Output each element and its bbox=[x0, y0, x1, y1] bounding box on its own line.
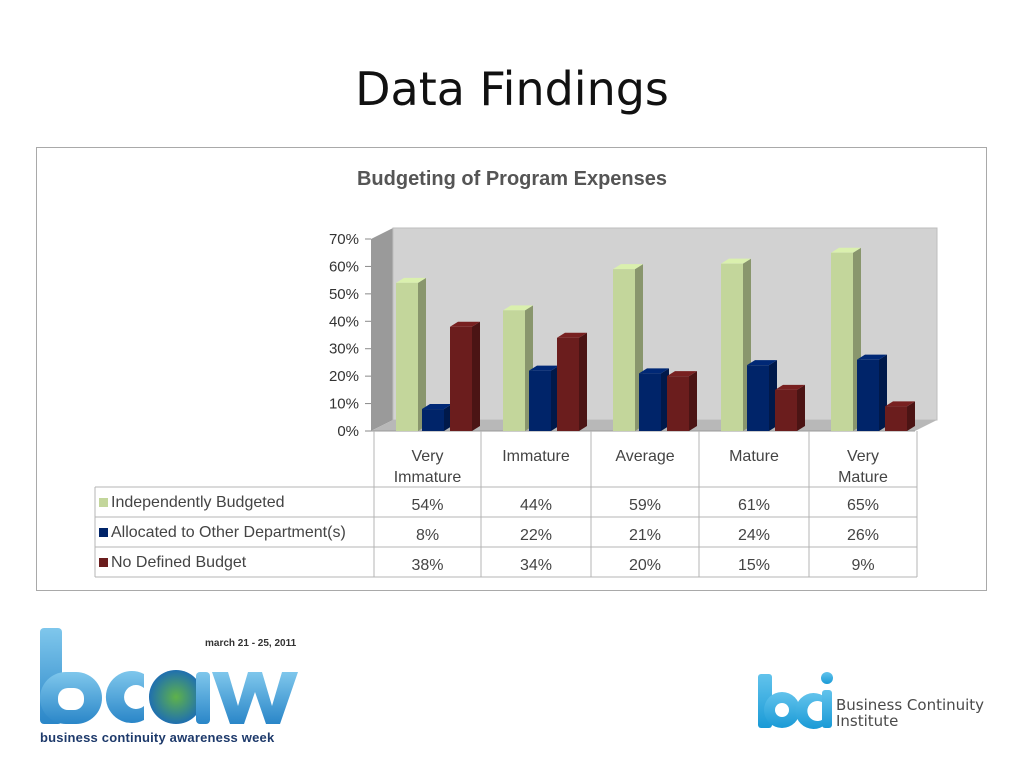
bar-chart: Budgeting of Program Expenses 0% 10% 20% 30%… bbox=[94, 168, 938, 578]
table-value: 34% bbox=[520, 557, 552, 574]
bcaw-tagline: business continuity awareness week bbox=[40, 730, 275, 745]
bcaw-date: march 21 - 25, 2011 bbox=[205, 638, 297, 649]
bar-top bbox=[721, 258, 751, 264]
bar bbox=[450, 326, 472, 431]
bar bbox=[422, 409, 444, 431]
category-label: Immature bbox=[502, 448, 570, 465]
bar bbox=[529, 370, 551, 431]
category-label: Average bbox=[615, 448, 674, 465]
chart-side-wall bbox=[371, 228, 393, 431]
bar-top bbox=[503, 305, 533, 311]
bar-top bbox=[422, 404, 452, 410]
bci-text-line2: Institute bbox=[836, 712, 899, 730]
bar bbox=[613, 269, 635, 431]
bar-top bbox=[857, 354, 887, 360]
y-tick-label: 10% bbox=[329, 396, 359, 413]
y-tick-label: 40% bbox=[329, 313, 359, 330]
table-value: 8% bbox=[416, 527, 439, 544]
table-value: 15% bbox=[738, 557, 770, 574]
category-label: Very bbox=[847, 448, 879, 465]
bar-top bbox=[529, 365, 559, 371]
chart-title: Budgeting of Program Expenses bbox=[357, 168, 667, 190]
category-label: Mature bbox=[838, 469, 888, 486]
bar-side bbox=[689, 371, 697, 431]
category-label: Mature bbox=[729, 448, 779, 465]
table-value: 59% bbox=[629, 497, 661, 514]
bar bbox=[885, 406, 907, 431]
bar-top bbox=[831, 247, 861, 253]
y-tick-label: 30% bbox=[329, 341, 359, 358]
chart-frame: Budgeting of Program Expenses 0% 10% 20% 30%… bbox=[36, 147, 987, 591]
table-value: 21% bbox=[629, 527, 661, 544]
category-label: Immature bbox=[394, 469, 462, 486]
bar-top bbox=[613, 264, 643, 270]
bar-side bbox=[797, 384, 805, 431]
bci-logo bbox=[758, 672, 833, 729]
table-value: 65% bbox=[847, 497, 879, 514]
legend-label: Allocated to Other Department(s) bbox=[111, 524, 346, 541]
bar-side bbox=[418, 277, 426, 431]
table-value: 22% bbox=[520, 527, 552, 544]
y-tick-label: 60% bbox=[329, 258, 359, 275]
category-label: Very bbox=[411, 448, 443, 465]
table-value: 54% bbox=[411, 497, 443, 514]
table-value: 61% bbox=[738, 497, 770, 514]
bar-top bbox=[639, 368, 669, 374]
y-tick-label: 20% bbox=[329, 368, 359, 385]
bci-text: Business Continuity Institute bbox=[836, 697, 984, 729]
bar-side bbox=[907, 401, 915, 431]
bar-top bbox=[667, 371, 697, 377]
bar-side bbox=[472, 321, 480, 431]
legend-swatch bbox=[99, 558, 108, 567]
bar bbox=[503, 310, 525, 431]
legend-swatch bbox=[99, 498, 108, 507]
bar bbox=[857, 359, 879, 431]
bar bbox=[557, 337, 579, 431]
legend-swatch bbox=[99, 528, 108, 537]
bar-top bbox=[775, 384, 805, 390]
table-value: 24% bbox=[738, 527, 770, 544]
bar-top bbox=[747, 360, 777, 366]
bar bbox=[667, 376, 689, 431]
bcaw-logo bbox=[40, 628, 298, 724]
table-value: 26% bbox=[847, 527, 879, 544]
legend-label: No Defined Budget bbox=[111, 554, 247, 571]
bar-top bbox=[885, 401, 915, 407]
bar bbox=[396, 282, 418, 431]
table-value: 9% bbox=[851, 557, 874, 574]
bar-top bbox=[450, 321, 480, 327]
bar-top bbox=[557, 332, 587, 338]
y-tick-label: 0% bbox=[337, 423, 359, 440]
y-tick-label: 50% bbox=[329, 286, 359, 303]
bar bbox=[721, 263, 743, 431]
legend-label: Independently Budgeted bbox=[111, 494, 284, 511]
table-value: 44% bbox=[520, 497, 552, 514]
table-value: 20% bbox=[629, 557, 661, 574]
bci-text-line1: Business Continuity bbox=[836, 696, 985, 714]
bar bbox=[831, 252, 853, 431]
bar bbox=[775, 389, 797, 431]
table-value: 38% bbox=[411, 557, 443, 574]
bar-top bbox=[396, 277, 426, 283]
bar bbox=[747, 365, 769, 431]
slide-title: Data Findings bbox=[355, 62, 669, 116]
bar bbox=[639, 373, 661, 431]
bar-side bbox=[579, 332, 587, 431]
y-tick-label: 70% bbox=[329, 231, 359, 248]
